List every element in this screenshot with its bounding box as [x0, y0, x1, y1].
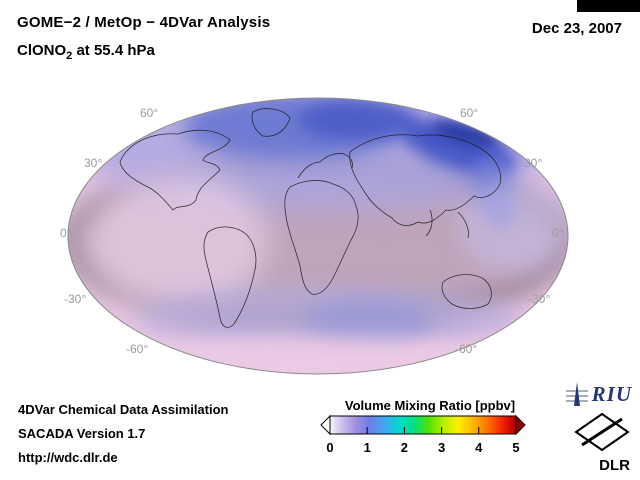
coastlines	[119, 108, 502, 328]
mollweide-map-svg	[67, 97, 569, 375]
tick-1: 1	[364, 440, 371, 455]
colorbar-gradient	[329, 415, 517, 435]
footer-version-label: SACADA Version 1.7	[18, 426, 146, 441]
tick-3: 3	[438, 440, 445, 455]
lat-label-right-30: 30°	[524, 156, 543, 170]
lat-label-right-60: 60°	[460, 106, 479, 120]
pressure-level: at 55.4 hPa	[72, 42, 155, 59]
mixing-ratio-field	[68, 98, 568, 374]
lat-label-left-60: 60°	[140, 106, 159, 120]
colorbar-internal-ticks	[366, 427, 480, 434]
footer-assimilation-label: 4DVar Chemical Data Assimilation	[18, 402, 229, 417]
tick-4: 4	[475, 440, 483, 455]
species-subscript: 2	[66, 50, 73, 62]
tick-2: 2	[401, 440, 408, 455]
dlr-logo: DLR	[566, 412, 630, 474]
riu-logo: RIU	[565, 381, 632, 407]
riu-logo-text: RIU	[591, 381, 632, 406]
colorbar: 0 1 2 3 4 5	[320, 414, 526, 455]
colorbar-left-arrow	[320, 414, 331, 436]
date-label: Dec 23, 2007	[531, 20, 622, 37]
lat-label-right-m30: -30°	[528, 292, 551, 306]
page-title: GOME−2 / MetOp − 4DVar Analysis	[17, 14, 271, 31]
lat-label-left-m30: -30°	[64, 292, 87, 306]
riu-tower-icon	[565, 382, 588, 406]
colorbar-title: Volume Mixing Ratio [ppbv]	[344, 398, 516, 413]
colorbar-tick-labels: 0 1 2 3 4 5	[326, 440, 519, 455]
lat-label-left-30: 30°	[84, 156, 103, 170]
tick-0: 0	[326, 440, 333, 455]
lat-label-left-m60: -60°	[126, 342, 149, 356]
world-map	[58, 92, 578, 380]
map-outline-ellipse	[67, 97, 569, 375]
species-name: ClONO	[17, 42, 67, 59]
dlr-logo-text: DLR	[599, 457, 630, 474]
lat-label-right-m60: -60°	[455, 342, 478, 356]
top-right-black-bar	[577, 0, 640, 12]
lat-label-right-0: 0°	[552, 226, 564, 240]
lat-label-left-0: 0°	[60, 226, 72, 240]
species-level-subtitle: ClONO2 at 55.4 hPa	[17, 42, 155, 62]
colorbar-right-arrow	[515, 414, 526, 436]
tick-5: 5	[512, 440, 519, 455]
dlr-emblem-icon	[574, 412, 630, 452]
footer-url: http://wdc.dlr.de	[18, 450, 118, 465]
